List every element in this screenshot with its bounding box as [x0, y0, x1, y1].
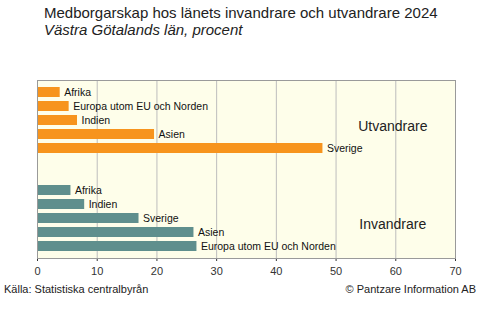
svg-text:30: 30: [211, 265, 223, 277]
svg-text:10: 10: [91, 265, 103, 277]
svg-text:50: 50: [330, 265, 342, 277]
svg-text:Indien: Indien: [89, 198, 118, 210]
svg-text:Indien: Indien: [82, 114, 111, 126]
svg-text:20: 20: [151, 265, 163, 277]
html-text:Källa: Statistiska centralbyrå: Källa: Statistiska centralbyrån: [4, 283, 149, 295]
html-text:© Pantzare Information AB: © Pantzare Information AB: [345, 283, 476, 295]
svg-text:Europa utom EU och Norden: Europa utom EU och Norden: [201, 240, 336, 252]
svg-text:Europa utom EU och Norden: Europa utom EU och Norden: [73, 100, 208, 112]
svg-text:Sverige: Sverige: [327, 142, 363, 154]
html-text:Västra Götalands län, procent: Västra Götalands län, procent: [44, 21, 243, 38]
svg-text:40: 40: [270, 265, 282, 277]
svg-text:Sverige: Sverige: [143, 212, 179, 224]
svg-text:Utvandrare: Utvandrare: [358, 118, 427, 134]
svg-text:60: 60: [390, 265, 402, 277]
svg-text:0: 0: [34, 265, 40, 277]
svg-text:Afrika: Afrika: [75, 184, 102, 196]
svg-text:Invandrare: Invandrare: [359, 216, 426, 232]
svg-text:Afrika: Afrika: [64, 86, 91, 98]
html-text:Medborgarskap hos länets invan: Medborgarskap hos länets invandrare och …: [44, 4, 438, 21]
svg-text:Asien: Asien: [159, 128, 185, 140]
svg-text:70: 70: [449, 265, 461, 277]
svg-text:Asien: Asien: [198, 226, 224, 238]
